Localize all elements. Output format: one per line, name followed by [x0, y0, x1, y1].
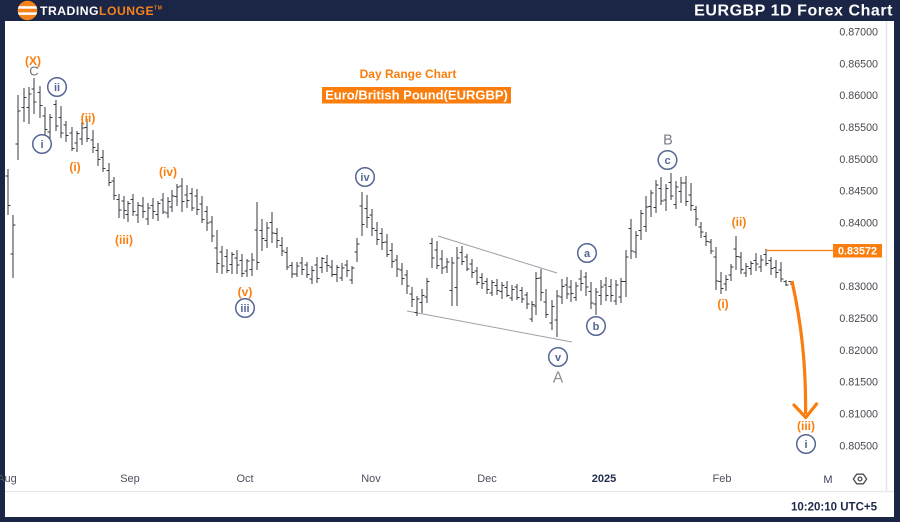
- svg-text:C: C: [29, 64, 38, 79]
- svg-text:ii: ii: [54, 82, 60, 94]
- svg-text:(i): (i): [69, 160, 80, 174]
- svg-text:0.81500: 0.81500: [839, 377, 878, 389]
- svg-text:B: B: [663, 133, 673, 149]
- svg-text:(v): (v): [238, 285, 253, 299]
- svg-text:0.84000: 0.84000: [839, 218, 878, 230]
- svg-text:Day Range Chart: Day Range Chart: [360, 67, 457, 81]
- svg-text:(ii): (ii): [81, 111, 96, 125]
- svg-text:0.84500: 0.84500: [839, 186, 878, 198]
- svg-text:2025: 2025: [592, 473, 616, 485]
- svg-text:0.81000: 0.81000: [839, 409, 878, 421]
- svg-text:(i): (i): [717, 297, 728, 311]
- svg-text:(X): (X): [25, 54, 41, 68]
- svg-text:Euro/British Pound(EURGBP): Euro/British Pound(EURGBP): [325, 88, 508, 103]
- svg-text:0.83572: 0.83572: [838, 245, 877, 257]
- svg-text:a: a: [584, 248, 591, 260]
- svg-text:(iv): (iv): [159, 165, 177, 179]
- svg-text:A: A: [553, 370, 564, 387]
- svg-text:b: b: [593, 321, 600, 333]
- svg-text:Oct: Oct: [236, 473, 253, 485]
- svg-text:Aug: Aug: [0, 473, 17, 485]
- svg-text:0.82500: 0.82500: [839, 313, 878, 325]
- svg-text:0.87000: 0.87000: [839, 27, 878, 39]
- svg-text:Dec: Dec: [477, 473, 497, 485]
- svg-text:iii: iii: [240, 303, 249, 315]
- svg-text:(iii): (iii): [797, 419, 815, 433]
- svg-text:iv: iv: [360, 172, 370, 184]
- svg-text:Sep: Sep: [120, 473, 140, 485]
- svg-text:0.86500: 0.86500: [839, 58, 878, 70]
- svg-text:(iii): (iii): [115, 233, 133, 247]
- svg-text:M: M: [823, 474, 832, 486]
- svg-text:v: v: [555, 352, 562, 364]
- svg-text:i: i: [804, 439, 807, 451]
- svg-text:0.86000: 0.86000: [839, 90, 878, 102]
- svg-text:i: i: [40, 139, 43, 151]
- svg-text:0.83000: 0.83000: [839, 281, 878, 293]
- svg-text:Nov: Nov: [361, 473, 381, 485]
- svg-text:0.80500: 0.80500: [839, 440, 878, 452]
- svg-text:10:20:10 UTC+5: 10:20:10 UTC+5: [791, 502, 878, 514]
- svg-text:TRADINGLOUNGETM: TRADINGLOUNGETM: [40, 4, 162, 18]
- svg-text:c: c: [664, 155, 670, 167]
- svg-text:(ii): (ii): [732, 215, 747, 229]
- svg-text:0.85000: 0.85000: [839, 154, 878, 166]
- svg-text:EURGBP 1D Forex Chart: EURGBP 1D Forex Chart: [694, 3, 893, 20]
- svg-text:Feb: Feb: [713, 473, 732, 485]
- svg-text:0.85500: 0.85500: [839, 122, 878, 134]
- svg-text:0.82000: 0.82000: [839, 345, 878, 357]
